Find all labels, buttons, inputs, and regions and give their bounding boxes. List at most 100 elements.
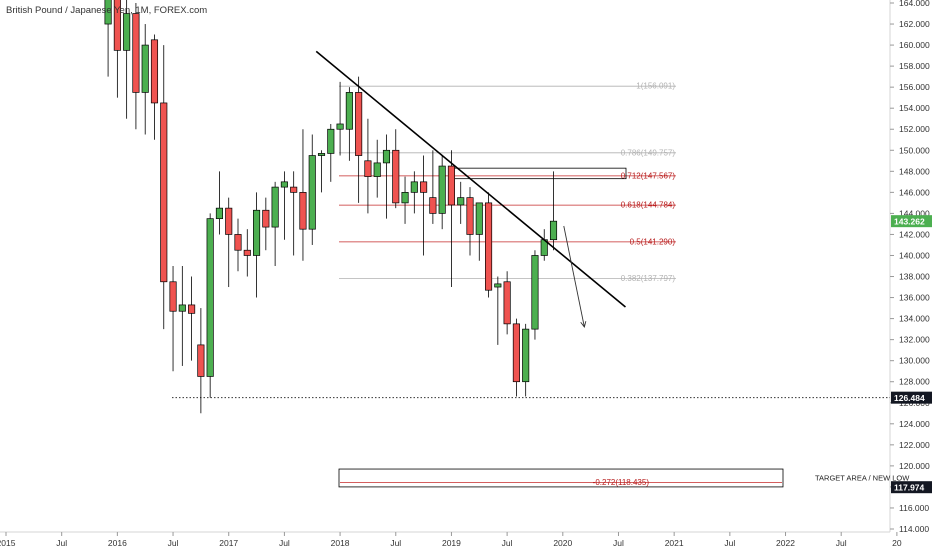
candle-body — [160, 102, 168, 283]
resistance-zone-box — [449, 167, 627, 180]
x-tick-label: 2021 — [665, 538, 684, 548]
candle-body — [308, 155, 316, 230]
candle-body — [150, 39, 159, 104]
y-tick-label: 132.000 — [899, 335, 930, 345]
y-tick-label: 140.000 — [899, 250, 930, 260]
candle-body — [169, 281, 177, 312]
price-label-bg — [891, 391, 932, 404]
candle-body — [123, 13, 131, 51]
candle-body — [262, 209, 270, 228]
y-tick-label: 164.000 — [899, 0, 930, 8]
x-tick-label: Jul — [168, 538, 179, 548]
candle-body — [317, 153, 326, 156]
y-tick-label: 148.000 — [899, 166, 930, 176]
candle-body — [271, 186, 279, 228]
x-tick-label: Jul — [724, 538, 735, 548]
y-tick-label: 154.000 — [899, 103, 930, 113]
y-tick-label: 124.000 — [899, 419, 930, 429]
candle-body — [503, 281, 511, 325]
y-tick-label: 144.000 — [899, 208, 930, 218]
y-tick-label: 114.000 — [899, 524, 929, 534]
candle-body — [345, 92, 353, 130]
y-tick-label: 136.000 — [899, 293, 930, 303]
candle-body — [188, 304, 196, 314]
fib-level-label: -0.272(118.435) — [593, 478, 650, 487]
candle-body — [253, 209, 261, 256]
fib-level-label: 0.786(149.757) — [621, 148, 676, 157]
y-tick-label: 152.000 — [899, 124, 930, 134]
x-tick-label: 2020 — [553, 538, 572, 548]
candle-body — [401, 192, 409, 204]
candle-body — [178, 304, 186, 312]
candle-body — [141, 44, 149, 93]
target-area-annotation: TARGET AREA / NEW LOW — [815, 473, 910, 482]
candle-body — [447, 165, 455, 206]
x-tick-label: 2016 — [108, 538, 127, 548]
x-tick-label: 2018 — [331, 538, 350, 548]
projection-arrow-head — [580, 321, 587, 329]
candle-body — [225, 207, 233, 235]
projection-arrow-line — [563, 225, 585, 328]
candle-body — [243, 249, 251, 256]
y-tick-label: 128.000 — [899, 377, 930, 387]
y-tick-label: 162.000 — [899, 19, 930, 29]
y-tick-label: 120.000 — [899, 461, 930, 471]
x-tick-label: 2022 — [776, 538, 795, 548]
x-tick-label: 2015 — [0, 538, 16, 548]
price-label-text: 126.484 — [894, 393, 925, 403]
x-tick-label: 2019 — [442, 538, 461, 548]
candle-body — [336, 123, 344, 130]
candle-body — [206, 218, 214, 377]
candle-body — [494, 283, 502, 288]
price-label-text: 117.974 — [894, 482, 925, 492]
candle-body — [522, 328, 530, 383]
trendline — [315, 50, 626, 308]
chart-title: British Pound / Japanese Yen, 1M, FOREX.… — [6, 5, 208, 16]
candle-body — [457, 197, 465, 206]
x-tick-label: 2017 — [219, 538, 238, 548]
y-tick-label: 156.000 — [899, 82, 930, 92]
candle-body — [420, 181, 428, 193]
candle-body — [373, 162, 381, 177]
x-tick-label: Jul — [279, 538, 290, 548]
x-tick-label: Jul — [502, 538, 513, 548]
candle-body — [280, 181, 288, 188]
y-tick-label: 146.000 — [899, 187, 930, 197]
fib-level-label: 1(156.091) — [636, 82, 675, 91]
x-tick-label: Jul — [56, 538, 67, 548]
price-label-bg — [891, 481, 932, 494]
candle-body — [549, 220, 558, 241]
candle-body — [475, 202, 483, 235]
x-tick-label: Jul — [836, 538, 847, 548]
fib-level-label: 0.712(147.567) — [621, 171, 676, 180]
price-label-text: 143.262 — [894, 216, 925, 226]
candle-body — [113, 0, 121, 51]
y-tick-label: 158.000 — [899, 61, 930, 71]
candle-body — [290, 186, 298, 193]
target-zone-box — [338, 468, 784, 488]
candle-body — [327, 128, 335, 154]
y-tick-label: 142.000 — [899, 229, 930, 239]
candle-body — [104, 0, 112, 25]
candle-body — [364, 160, 372, 177]
candle-body — [132, 13, 140, 93]
fib-level-label: 0.618(144.784) — [621, 201, 676, 210]
candle-body — [429, 197, 437, 214]
candle-body — [485, 202, 493, 291]
x-tick-label: Jul — [390, 538, 401, 548]
x-tick-label: 20 — [892, 538, 902, 548]
fib-level-label: 0.382(137.797) — [621, 274, 676, 283]
candle-body — [299, 192, 307, 230]
candle-body — [355, 92, 363, 156]
y-tick-label: 160.000 — [899, 40, 930, 50]
y-tick-label: 134.000 — [899, 314, 930, 324]
y-tick-label: 116.000 — [899, 503, 929, 513]
y-tick-label: 130.000 — [899, 356, 930, 366]
y-tick-label: 122.000 — [899, 440, 930, 450]
price-label-bg — [891, 215, 932, 228]
candle-body — [382, 149, 391, 164]
fib-level-label: 0.5(141.290) — [630, 237, 676, 246]
y-tick-label: 138.000 — [899, 272, 930, 282]
